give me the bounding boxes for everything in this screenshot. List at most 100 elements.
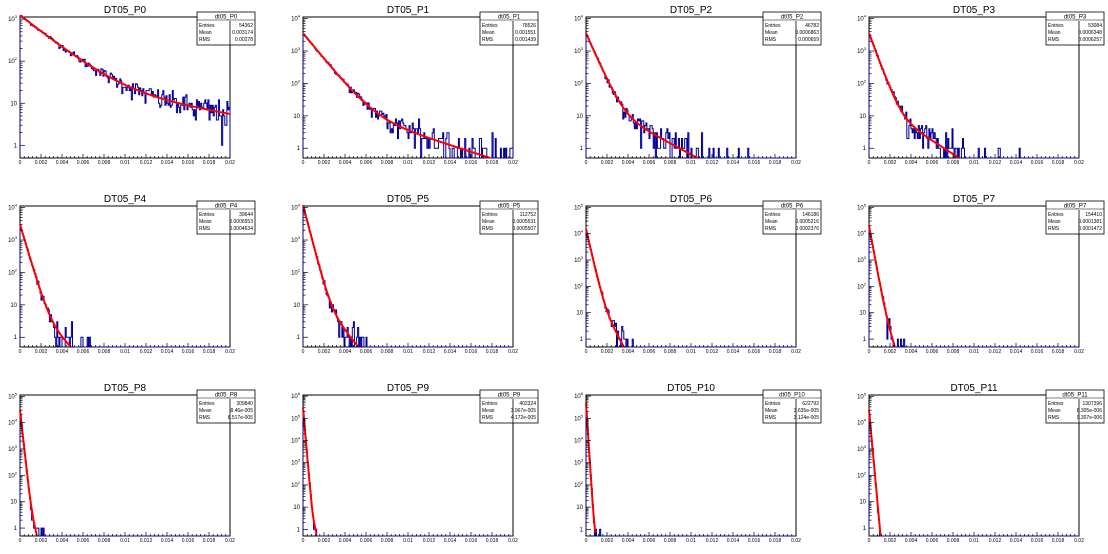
histogram-title: DT05_P7 <box>953 194 996 205</box>
histogram-title: DT05_P0 <box>104 5 147 16</box>
x-tick-label: 0.016 <box>748 349 761 355</box>
histogram-series <box>868 34 1079 159</box>
stats-value-entries: 622792 <box>802 401 819 407</box>
stats-title: dt05_P5 <box>498 204 521 210</box>
y-tick-label: 10 <box>859 114 866 120</box>
stats-value-entries: 78526 <box>522 23 536 29</box>
histogram-pad-4: DT05_P4 0 0.002 0.004 0.006 0.008 0.01 0.012 0.0… <box>8 194 256 355</box>
y-tick-label: 102 <box>291 480 301 489</box>
x-tick-label: 0.01 <box>403 349 413 355</box>
stats-value-mean: 0.0006348 <box>1078 30 1102 36</box>
stats-value-entries: 309840 <box>236 401 253 407</box>
y-tick-label: 102 <box>8 56 18 65</box>
histogram-series <box>585 230 796 348</box>
x-tick-label: 0.012 <box>989 160 1002 166</box>
x-tick-label: 0.02 <box>508 538 518 544</box>
stats-value-entries: 402324 <box>519 401 536 407</box>
stats-box[interactable]: dt05_P11 Entries 1307396 Mean 8.305e-006 RMS 9… <box>1045 389 1105 424</box>
y-tick-label: 1 <box>580 146 584 152</box>
y-tick-label: 104 <box>574 14 584 23</box>
x-tick-label: 0 <box>19 160 22 166</box>
y-tick-label: 1 <box>297 527 301 533</box>
x-tick-label: 0.016 <box>465 349 478 355</box>
stats-value-mean: 8.46e-005 <box>230 408 253 414</box>
x-tick-label: 0.004 <box>56 538 69 544</box>
histogram-series <box>868 415 1079 537</box>
x-tick-label: 0.008 <box>664 160 677 166</box>
x-tick-label: 0.02 <box>791 349 801 355</box>
x-tick-label: 0.018 <box>1052 160 1065 166</box>
stats-label-mean: Mean <box>482 30 495 36</box>
x-tick-label: 0.012 <box>140 160 153 166</box>
x-tick-label: 0.016 <box>182 160 195 166</box>
y-tick-label: 1 <box>14 526 18 532</box>
y-tick-label: 103 <box>857 255 867 264</box>
stats-label-mean: Mean <box>199 408 212 414</box>
x-tick-label: 0.004 <box>56 160 69 166</box>
x-tick-label: 0.006 <box>77 160 90 166</box>
stats-label-entries: Entries <box>199 212 215 218</box>
x-tick-label: 0 <box>19 538 22 544</box>
x-tick-label: 0.014 <box>1010 349 1023 355</box>
y-tick-label: 1 <box>297 335 301 341</box>
stats-label-rms: RMS <box>1048 226 1060 232</box>
x-tick-label: 0 <box>585 349 588 355</box>
stats-label-entries: Entries <box>482 212 498 218</box>
stats-value-rms: 0.0004634 <box>229 226 253 232</box>
x-tick-label: 0.008 <box>381 349 394 355</box>
x-tick-label: 0.004 <box>622 538 635 544</box>
x-tick-label: 0.002 <box>318 160 331 166</box>
x-tick-label: 0.016 <box>465 160 478 166</box>
histogram-title: DT05_P1 <box>387 5 430 16</box>
stats-value-mean: 3.635e-005 <box>794 408 820 414</box>
x-tick-label: 0.018 <box>203 160 216 166</box>
stats-title: dt05_P10 <box>779 393 805 399</box>
stats-title: dt05_P4 <box>215 204 238 210</box>
y-tick-label: 1 <box>580 337 584 343</box>
fit-curve <box>302 407 318 535</box>
x-tick-label: 0.014 <box>161 160 174 166</box>
x-tick-label: 0.012 <box>989 538 1002 544</box>
y-tick-label: 10 <box>10 101 17 107</box>
stats-label-rms: RMS <box>1048 415 1060 421</box>
y-tick-label: 106 <box>291 391 301 400</box>
y-tick-label: 10 <box>576 505 583 511</box>
stats-box[interactable]: dt05_P10 Entries 622792 Mean 3.635e-005 RMS 3.… <box>762 389 822 424</box>
y-tick-label: 103 <box>574 255 584 264</box>
x-tick-label: 0.006 <box>77 349 90 355</box>
y-tick-label: 103 <box>574 458 584 467</box>
x-tick-label: 0.018 <box>1052 349 1065 355</box>
y-tick-label: 1 <box>14 143 18 149</box>
stats-value-entries: 39644 <box>239 212 253 218</box>
x-tick-label: 0.018 <box>486 160 499 166</box>
x-tick-label: 0.016 <box>465 538 478 544</box>
x-tick-label: 0.016 <box>1031 538 1044 544</box>
histogram-pad-11: DT05_P11 0 0.002 0.004 0.006 0.008 0.01 0.012 0.… <box>857 383 1105 544</box>
x-tick-label: 0.008 <box>98 538 111 544</box>
stats-label-entries: Entries <box>482 401 498 407</box>
histogram-pad-2: DT05_P2 0 0.002 0.004 0.006 0.008 0.01 0.012 0.0… <box>574 5 822 166</box>
stats-label-entries: Entries <box>765 401 781 407</box>
x-tick-label: 0.002 <box>35 349 48 355</box>
y-tick-label: 10 <box>293 303 300 309</box>
x-tick-label: 0 <box>585 160 588 166</box>
x-tick-label: 0.006 <box>360 160 373 166</box>
x-tick-label: 0.002 <box>601 538 614 544</box>
stats-title: dt05_P11 <box>1062 393 1088 399</box>
stats-value-rms: 3.124e-005 <box>794 415 820 421</box>
x-tick-label: 0.01 <box>686 349 696 355</box>
stats-value-rms: 0.0001472 <box>1078 226 1102 232</box>
x-tick-label: 0.014 <box>161 349 174 355</box>
histogram-series <box>585 410 796 537</box>
